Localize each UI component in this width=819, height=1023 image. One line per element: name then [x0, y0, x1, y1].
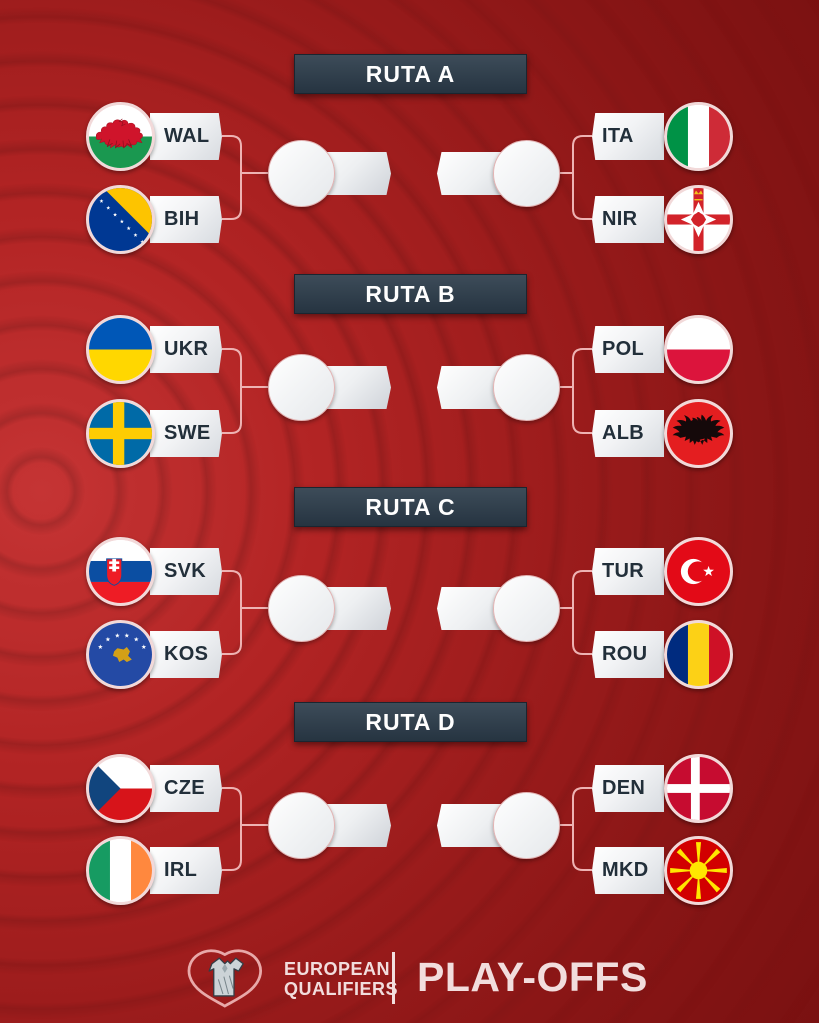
svg-text:EUROPEAN: EUROPEAN — [284, 959, 390, 979]
svg-text:PLAY-OFFS: PLAY-OFFS — [417, 954, 648, 1000]
svg-text:QUALIFIERS: QUALIFIERS — [284, 979, 398, 999]
